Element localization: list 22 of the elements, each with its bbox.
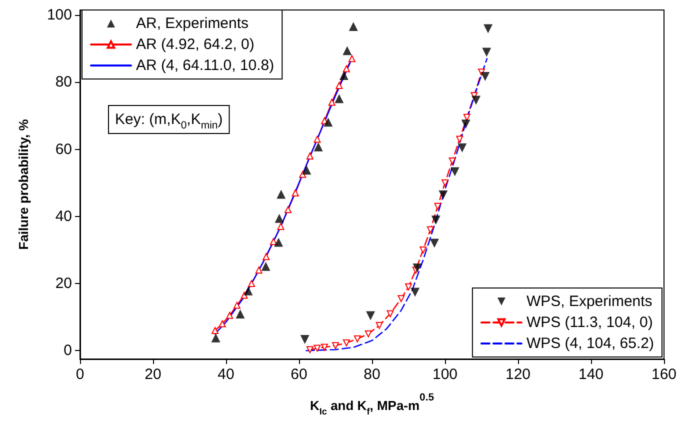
x-tick-label: 60 — [290, 366, 308, 383]
y-tick-label: 20 — [55, 274, 72, 292]
y-tick-label: 80 — [55, 74, 72, 91]
x-tick-label: 40 — [218, 366, 234, 383]
x-tick-label: 0 — [76, 366, 84, 383]
y-tick-label: 60 — [55, 140, 72, 158]
legend-label: WPS (4, 104, 65.2) — [526, 335, 654, 352]
y-tick-label: 40 — [55, 208, 72, 225]
x-tick-label: 160 — [651, 366, 677, 383]
y-tick-label: 100 — [46, 6, 72, 24]
x-tick-label: 80 — [364, 366, 380, 383]
legend-label: WPS, Experiments — [526, 293, 652, 310]
legend-label: AR (4.92, 64.2, 0) — [136, 36, 254, 53]
x-tick-label: 100 — [432, 366, 458, 383]
legend-label: AR, Experiments — [136, 15, 249, 32]
legend-label: AR (4, 64.11.0, 10.8) — [136, 57, 274, 74]
x-tick-label: 20 — [144, 366, 162, 383]
legend-label: WPS (11.3, 104, 0) — [526, 314, 653, 331]
y-tick-label: 0 — [64, 342, 72, 360]
x-tick-label: 120 — [505, 366, 531, 383]
y-axis-title: Failure probability, % — [16, 118, 31, 250]
x-tick-label: 140 — [578, 366, 604, 383]
